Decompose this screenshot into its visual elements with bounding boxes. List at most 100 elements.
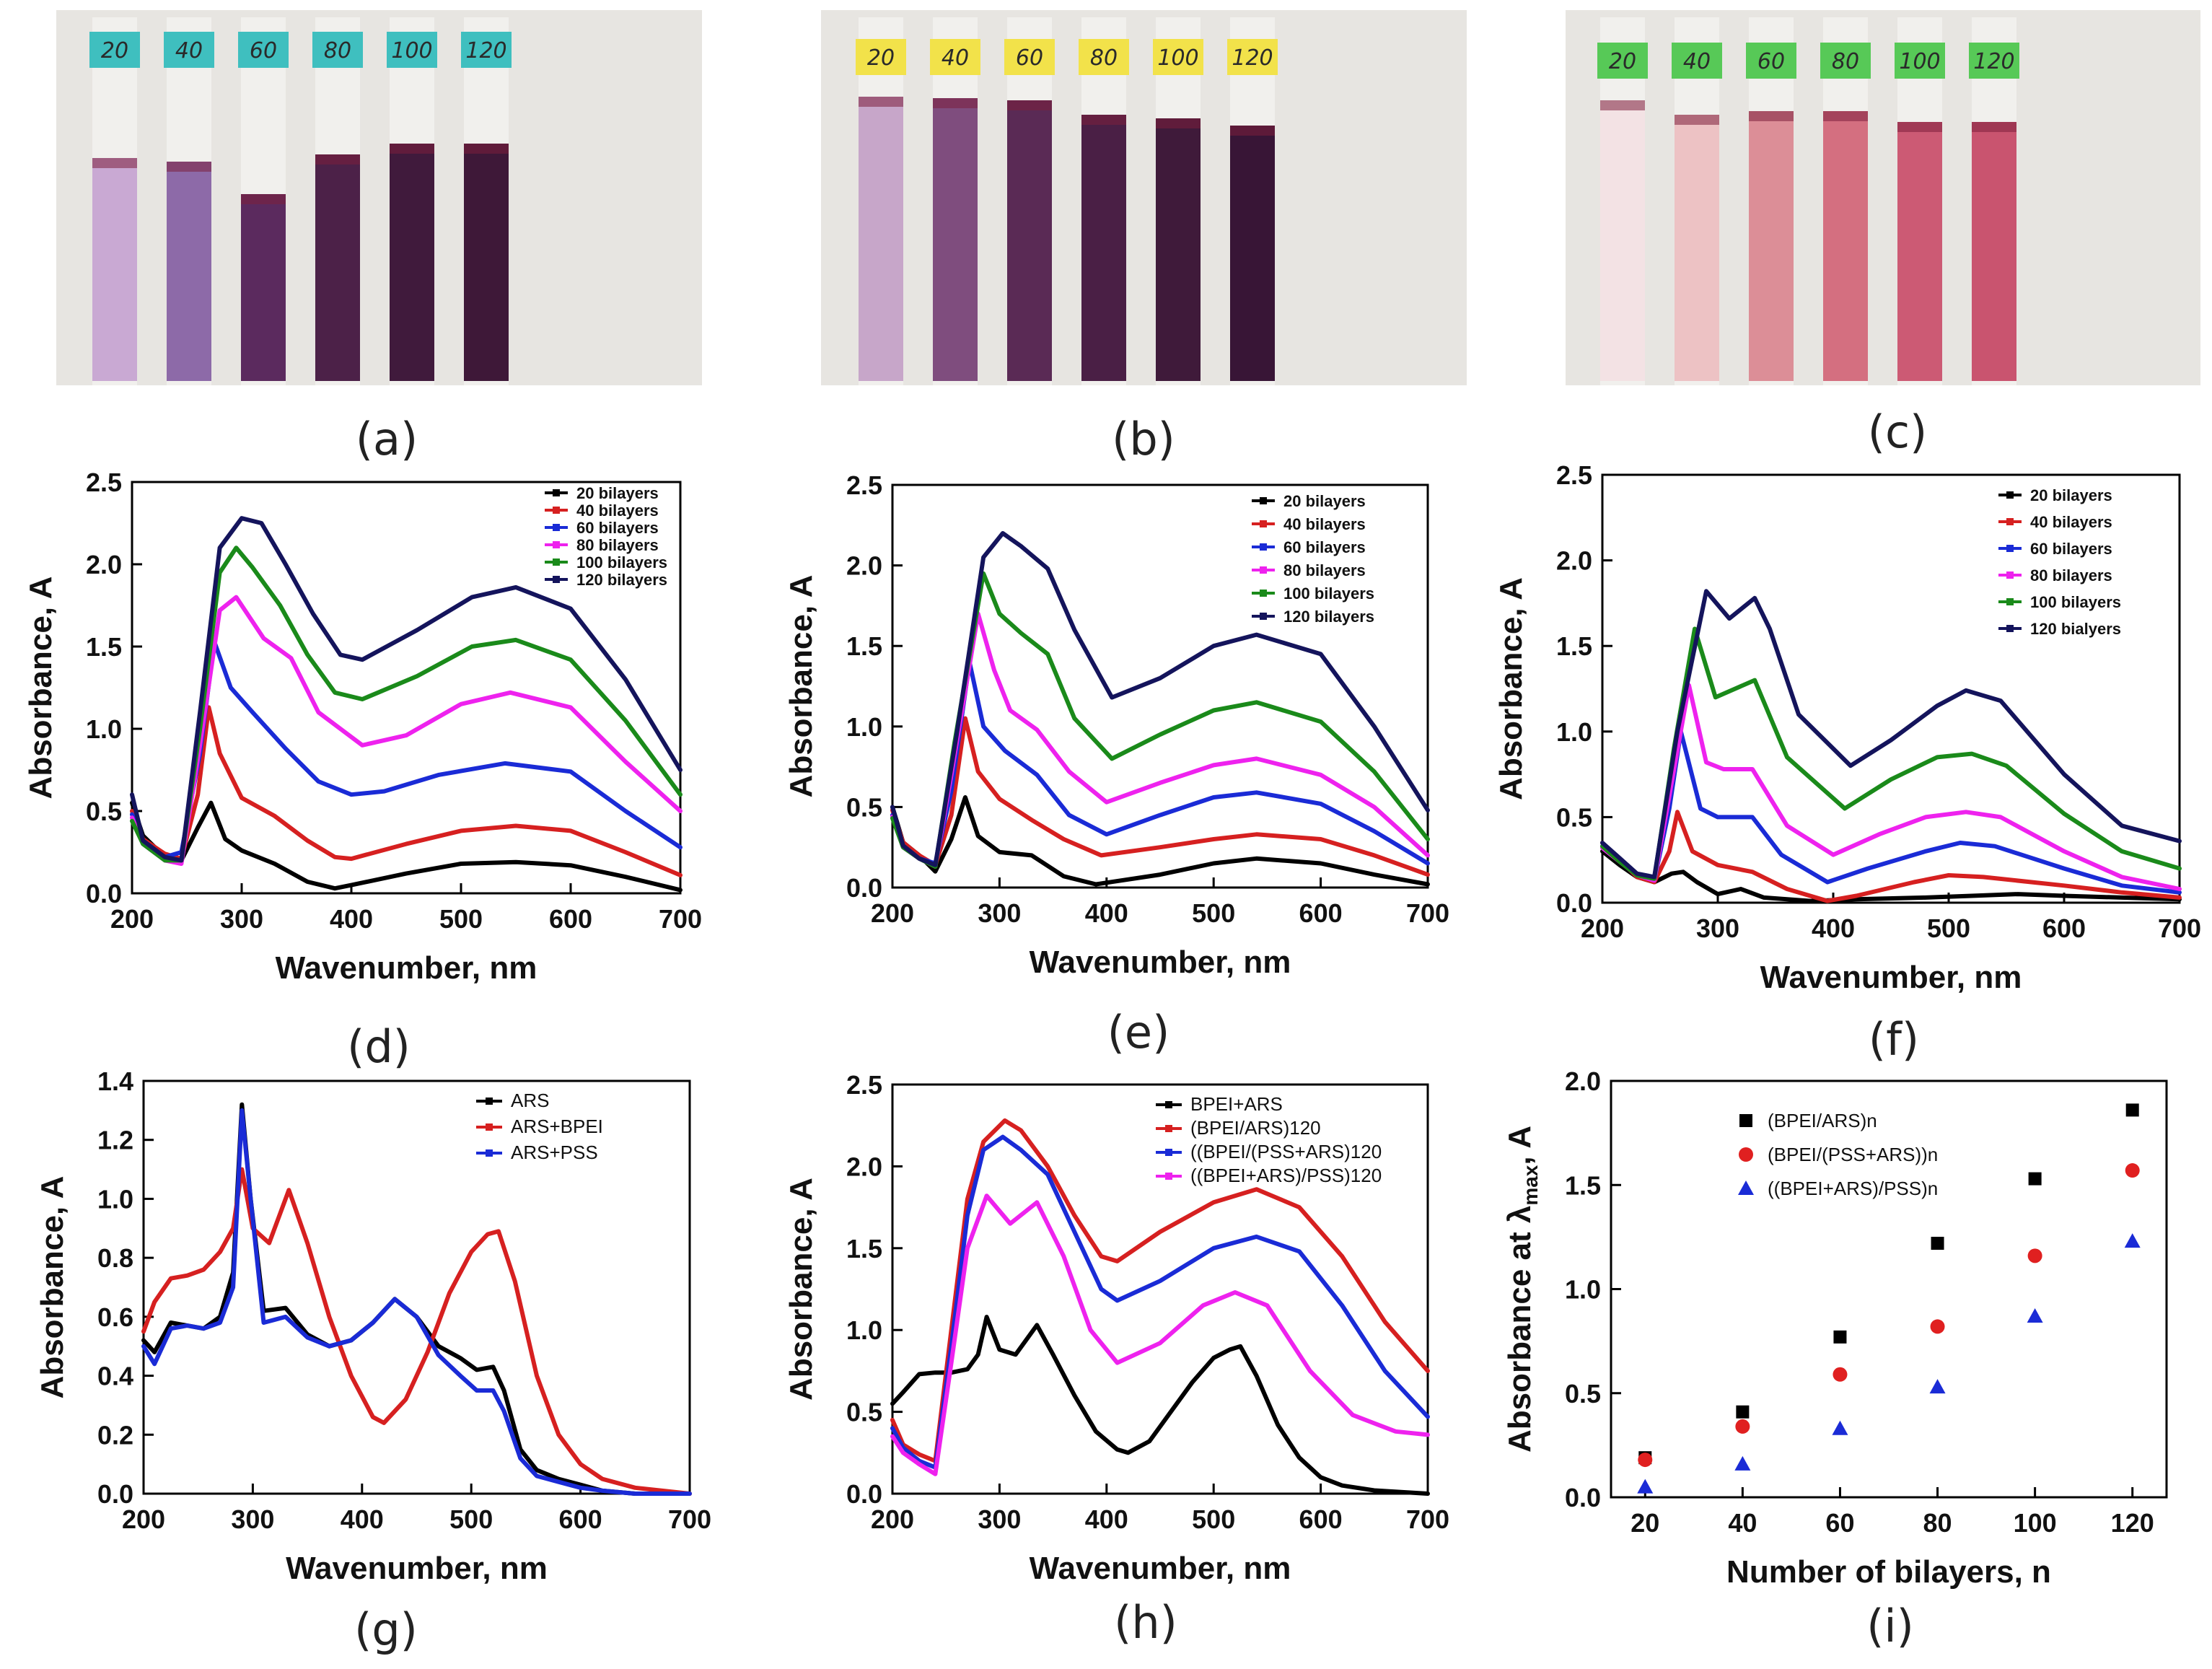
y-tick-label: 1.5 [1565, 1170, 1601, 1200]
y-tick-label: 1.0 [1556, 717, 1592, 747]
y-tick-label: 0.5 [846, 792, 882, 822]
legend-label: 80 bilayers [576, 536, 659, 554]
cuvette-tag [164, 32, 214, 68]
legend-marker [486, 1123, 493, 1131]
x-tick-label: 500 [439, 904, 483, 934]
y-tick-label: 0.0 [97, 1479, 133, 1509]
legend-marker [1739, 1147, 1753, 1162]
cuvette-label: 60 [250, 38, 277, 63]
legend-label: (BPEI/ARS)120 [1190, 1117, 1321, 1139]
cuvette-label: 120 [1232, 45, 1273, 71]
y-tick-label: 1.0 [1565, 1275, 1601, 1305]
x-axis-label: Number of bilayers, n [1726, 1554, 2051, 1590]
x-tick-label: 80 [1923, 1508, 1952, 1538]
legend-marker [1165, 1173, 1172, 1180]
film-edge [1007, 100, 1052, 110]
cuvette-label: 80 [1832, 49, 1859, 74]
cuvette-label: 80 [1090, 45, 1118, 71]
legend-marker [553, 576, 560, 583]
legend-label: (BPEI/(PSS+ARS))n [1768, 1144, 1938, 1165]
x-tick-label: 500 [449, 1504, 493, 1534]
cuvette-tag [1079, 39, 1129, 75]
series-line [141, 1102, 692, 1496]
x-tick-label: 120 [2111, 1508, 2154, 1538]
series-line [1600, 810, 2182, 903]
data-point [1735, 1419, 1750, 1434]
legend-marker [1739, 1114, 1752, 1127]
panel-label-e: (e) [1107, 1006, 1170, 1059]
legend-marker [553, 541, 560, 548]
legend-label: 100 bilayers [1283, 584, 1374, 603]
x-tick-label: 600 [2042, 914, 2086, 943]
data-point [2125, 1163, 2140, 1178]
x-axis-label: Wavenumber, nm [1030, 1551, 1291, 1586]
series-line [890, 1315, 1430, 1496]
series-line [1600, 683, 2182, 891]
legend-marker [1260, 543, 1267, 551]
y-tick-label: 0.0 [1556, 888, 1592, 918]
cuvette-label: 120 [1973, 49, 2014, 74]
data-point [2027, 1248, 2042, 1263]
panel-label-i: (i) [1866, 1600, 1914, 1652]
panel-label-d: (d) [347, 1020, 411, 1073]
x-tick-label: 200 [110, 904, 154, 934]
cuvette-film [390, 144, 434, 381]
series-line [890, 795, 1430, 887]
series-line [890, 531, 1430, 867]
x-tick-label: 400 [330, 904, 373, 934]
y-tick-label: 0.5 [1556, 802, 1592, 832]
y-tick-label: 2.5 [1556, 460, 1592, 490]
x-tick-label: 600 [1299, 898, 1343, 928]
x-axis-label: Wavenumber, nm [1760, 960, 2022, 995]
cuvette-film [92, 158, 137, 381]
legend-label: ARS+BPEI [511, 1116, 603, 1137]
plot-frame [891, 483, 1429, 889]
chart-h: 200 300 400 500 600 700 0.0 0.5 1.0 1.5 2.0 2.5 Wave… [784, 1070, 1449, 1586]
data-point [2027, 1308, 2043, 1323]
panel-label-h: (h) [1114, 1596, 1177, 1649]
legend-label: 80 bilayers [1283, 561, 1366, 579]
series-line [130, 639, 683, 859]
cuvette-label: 40 [1683, 49, 1711, 74]
series-line [141, 1167, 692, 1496]
x-tick-label: 700 [659, 904, 702, 934]
plot-frame [131, 481, 682, 895]
legend-label: 120 bilayers [1283, 608, 1374, 626]
film-edge [1823, 111, 1868, 121]
cuvette-label: 60 [1016, 45, 1043, 71]
series-line [130, 516, 683, 863]
legend-marker [486, 1149, 493, 1157]
film-edge [1230, 126, 1275, 136]
series-line [890, 716, 1430, 877]
cuvette-film [859, 97, 903, 381]
panel-label-g: (g) [354, 1603, 418, 1656]
x-tick-label: 200 [122, 1504, 165, 1534]
series-line [890, 1134, 1430, 1470]
film-edge [1749, 111, 1794, 121]
y-tick-label: 0.0 [86, 879, 122, 908]
legend-marker [553, 524, 560, 531]
legend-marker [1165, 1125, 1172, 1132]
cuvette-tag [89, 32, 140, 68]
legend-marker [2006, 491, 2014, 499]
cuvette-tag [1895, 43, 1945, 79]
x-tick-label: 700 [1406, 898, 1449, 928]
panel-label-c: (c) [1868, 406, 1927, 458]
cuvette-tag [930, 39, 980, 75]
x-tick-label: 300 [978, 898, 1021, 928]
legend-label: 100 bilayers [576, 553, 667, 571]
cuvette-tag [1004, 39, 1055, 75]
y-tick-label: 0.8 [97, 1243, 133, 1273]
y-tick-label: 1.0 [86, 714, 122, 744]
data-point [2125, 1103, 2139, 1117]
x-tick-label: 100 [2014, 1508, 2057, 1538]
y-tick-label: 2.5 [846, 470, 882, 500]
film-edge [167, 162, 211, 172]
x-tick-label: 200 [871, 898, 914, 928]
data-point [1832, 1420, 1848, 1435]
cuvette-label: 100 [391, 38, 432, 63]
x-tick-label: 600 [1299, 1504, 1343, 1534]
legend-label: 20 bilayers [2030, 486, 2112, 504]
cuvette-film [1156, 118, 1201, 381]
film-edge [1897, 122, 1942, 132]
